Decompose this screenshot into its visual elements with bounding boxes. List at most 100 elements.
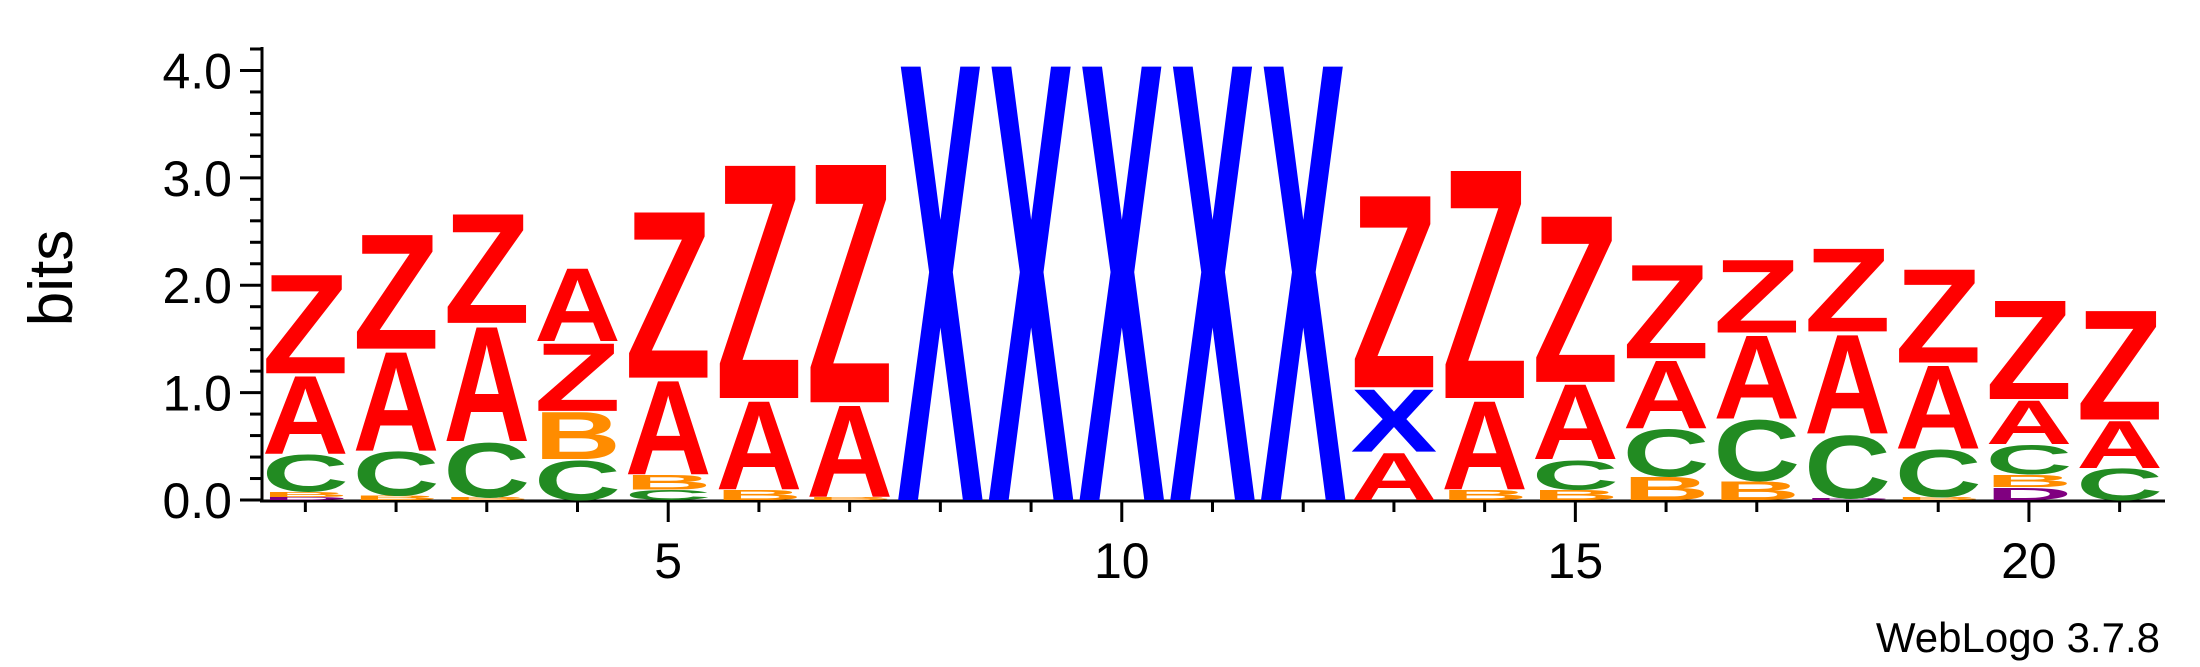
logo-letter-a: A	[1713, 310, 1800, 444]
x-tick-label: 20	[2001, 533, 2057, 589]
x-axis: 5 10 15 20	[260, 499, 2165, 589]
logo-column: X	[1169, 0, 1256, 634]
logo-column: X	[988, 0, 1075, 634]
logo-column: X	[1260, 0, 1347, 634]
x-tick-label: 5	[654, 533, 682, 589]
logo-column: X	[897, 0, 984, 634]
logo-letter-x: X	[1351, 370, 1438, 471]
logo-letter-b: B	[262, 490, 349, 498]
logo-letter-b: B	[1532, 487, 1619, 504]
logo-letter-x: X	[988, 0, 1075, 634]
logo-letter-z: Z	[1532, 165, 1619, 433]
logo-letter-c: C	[1713, 403, 1800, 500]
logo-letter-z: Z	[1441, 99, 1528, 468]
logo-letter-b: B	[806, 496, 893, 501]
logo-letter-c: C	[1895, 436, 1982, 512]
logo-letter-c: C	[353, 439, 440, 509]
logo-letter-b: B	[1441, 487, 1528, 504]
logo-letter-a: A	[806, 378, 893, 525]
logo-letter-a: A	[534, 246, 621, 363]
logo-letter-a: A	[1623, 341, 1710, 450]
logo-letter-b: B	[1713, 476, 1800, 506]
logo-letter-b: B	[716, 487, 803, 504]
y-axis-label: bits	[17, 230, 86, 326]
logo-letter-a: A	[1895, 340, 1982, 474]
logo-letter-b: B	[1623, 470, 1710, 507]
logo-letter-d: D	[1804, 497, 1891, 500]
logo-column: BAZ	[806, 90, 893, 525]
logo-letter-c: C	[625, 487, 712, 504]
x-tick-label: 10	[1094, 533, 1150, 589]
logo-letter-z: Z	[353, 200, 440, 384]
logo-letter-z: Z	[716, 93, 803, 470]
logo-letter-c: C	[262, 444, 349, 503]
logo-letter-d: D	[1986, 484, 2073, 504]
logo-letter-c: C	[1986, 437, 2073, 484]
logo-letter-z: Z	[2076, 277, 2163, 453]
logo-letter-a: A	[1532, 363, 1619, 483]
logo-letter-c: C	[534, 448, 621, 512]
logo-letter-c: C	[2076, 460, 2163, 510]
logo-column: AXZ	[1351, 137, 1438, 515]
logo-letter-c: C	[443, 427, 530, 514]
logo-letter-a: A	[1986, 388, 2073, 458]
logo-letter-a: A	[2076, 407, 2163, 483]
logo-letter-z: Z	[443, 180, 530, 356]
logo-letter-b: B	[625, 471, 712, 494]
logo-letter-z: Z	[1804, 223, 1891, 357]
logo-letter-x: X	[1078, 0, 1165, 634]
logo-column: BAZ	[1441, 99, 1528, 517]
logo-column: BAZ	[716, 93, 803, 517]
logo-letter-x: X	[1260, 0, 1347, 634]
logo-column: CAZ	[2076, 277, 2163, 510]
logo-letter-a: A	[1351, 439, 1438, 515]
logo-letter-z: Z	[806, 90, 893, 476]
y-tick-label: 3.0	[162, 151, 232, 207]
logo-column: X	[1078, 0, 1165, 634]
logo-letter-a: A	[353, 322, 440, 481]
logo-letter-b: B	[1895, 496, 1982, 501]
logo-letter-a: A	[716, 375, 803, 517]
y-tick-label: 2.0	[162, 258, 232, 314]
logo-letter-a: A	[443, 291, 530, 476]
logo-letter-a: A	[625, 353, 712, 504]
logo-letter-z: Z	[534, 323, 621, 432]
logo-letter-a: A	[1804, 305, 1891, 464]
y-axis: 0.0 1.0 2.0 3.0 4.0	[162, 43, 264, 529]
logo-letter-c: C	[1532, 452, 1619, 499]
y-tick-label: 1.0	[162, 366, 232, 422]
y-tick-label: 4.0	[162, 43, 232, 99]
logo-letter-z: Z	[1713, 238, 1800, 355]
weblogo-footer: WebLogo 3.7.8	[1876, 614, 2160, 661]
logo-letter-z: Z	[1623, 237, 1710, 387]
logo-letter-z: Z	[1351, 137, 1438, 447]
logo-letter-b: B	[534, 398, 621, 474]
logo-letter-b: B	[443, 496, 530, 501]
logo-letter-z: Z	[625, 161, 712, 429]
logo-letter-c: C	[1804, 417, 1891, 517]
logo-letter-z: Z	[1986, 271, 2073, 430]
logo-letter-x: X	[1169, 0, 1256, 634]
y-tick-label: 0.0	[162, 473, 232, 529]
logo-letter-z: Z	[1895, 242, 1982, 392]
logo-letter-b: B	[353, 495, 440, 502]
logo-letter-a: A	[1441, 375, 1528, 517]
logo-letter-c: C	[1623, 415, 1710, 491]
logo-letter-b: B	[1986, 471, 2073, 491]
x-tick-label: 15	[1548, 533, 1604, 589]
logo-letter-d: D	[262, 496, 349, 501]
logo-letter-z: Z	[262, 245, 349, 404]
logo-letter-a: A	[262, 352, 349, 478]
